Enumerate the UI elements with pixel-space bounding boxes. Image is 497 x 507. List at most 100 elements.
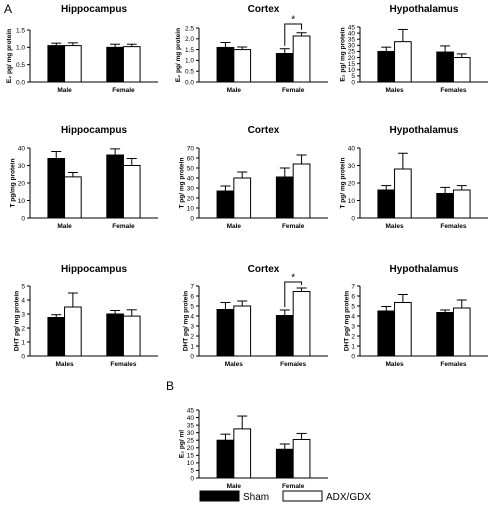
y-tick-label: 30 [348,163,356,170]
chart-title-cortex: Cortex [248,4,280,15]
y-tick-label: 0.0 [16,79,25,86]
y-tick-label: 20 [18,180,26,187]
bar-adx-gdx-males [64,306,82,357]
x-category-label: Male [57,223,72,230]
chart-title-hippocampus: Hippocampus [61,125,128,136]
chart-2: Cortex 0.0 0.5 1.0 1.5 2.0 2.5E₂ pg/ mg protei… [175,4,328,94]
bar-sham-females [436,193,454,219]
y-tick-label: 30 [187,430,195,437]
y-tick-label: 0 [190,475,194,482]
y-tick-label: 45 [348,24,356,31]
y-tick-label: 0.5 [185,69,194,76]
legend-swatch-adx-gdx [282,490,323,502]
bar-adx-gdx-male [64,176,82,219]
chart-title-cortex: Cortex [248,125,280,136]
x-category-label: Male [57,87,72,94]
y-tick-label: 40 [348,30,356,37]
y-tick-label: 6 [351,293,355,300]
y-tick-label: 6 [190,293,194,300]
y-tick-label: 0 [351,79,355,86]
y-axis-title: DHT pg/ mg protein [13,291,20,351]
y-axis-title: T pg/mg protein [10,158,17,207]
bar-adx-gdx-female [122,46,141,83]
legend: Sham ADX/GDX [199,490,371,503]
y-tick-label: 20 [348,55,356,62]
y-tick-label: 4 [190,313,194,320]
bar-adx-gdx-females [292,291,311,357]
x-category-label: Female [282,223,305,230]
y-tick-label: 25 [348,49,356,56]
x-category-label: Female [282,87,305,94]
y-tick-label: 60 [187,155,195,162]
bar-sham-male [47,45,66,83]
y-tick-label: 0 [190,353,194,360]
x-category-label: Female [112,87,135,94]
x-category-label: Females [110,361,136,368]
bar-sham-male [216,190,235,219]
y-tick-label: 10 [348,67,356,74]
bar-adx-gdx-males [394,41,412,83]
chart-title-hypothalamus: Hypothalamus [390,125,459,136]
y-axis-title: E₂ pg/ mg protein [340,27,347,81]
bar-adx-gdx-male [233,49,252,83]
bar-adx-gdx-female [292,35,311,83]
significance-bracket [284,23,303,46]
x-category-label: Male [227,483,242,490]
y-axis-title: T pg/ mg protein [179,158,186,209]
y-tick-label: 10 [187,205,195,212]
bar-sham-males [47,317,66,357]
bar-adx-gdx-male [233,428,252,479]
y-tick-label: 1.0 [16,45,25,52]
y-tick-label: 35 [187,422,195,429]
bar-sham-female [106,46,124,83]
y-axis-title: DHT pg/ mg protein [343,291,350,351]
legend-swatch-sham [199,490,240,502]
y-tick-label: 1 [190,343,194,350]
chart-1: Hippocampus 0.0 0.5 1.0 1.5E₂ pg/ mg protein… [6,4,158,94]
bar-adx-gdx-male [64,45,82,83]
y-tick-label: 2 [351,333,355,340]
y-tick-label: 15 [348,61,356,68]
legend-label-adx-gdx: ADX/GDX [326,492,371,503]
x-category-label: Males [386,87,404,94]
y-tick-label: 40 [187,415,195,422]
y-tick-label: 2 [21,325,25,332]
y-tick-label: 1 [21,339,25,346]
x-category-label: Male [227,223,242,230]
bar-sham-females [436,51,454,83]
y-tick-label: 5 [351,303,355,310]
y-tick-label: 3 [190,323,194,330]
y-tick-label: 0 [21,353,25,360]
bar-sham-females [106,313,124,357]
y-tick-label: 20 [187,445,195,452]
chart-title-cortex: Cortex [248,264,280,275]
y-tick-label: 5 [190,303,194,310]
y-tick-label: 1.0 [185,58,194,65]
bar-sham-males [377,50,396,83]
chart-6: Hypothalamus 0 10 20 30 40T pg/ mg protein Mal… [340,125,488,230]
x-category-label: Females [280,361,306,368]
y-tick-label: 30 [18,163,26,170]
y-tick-label: 5 [351,73,355,80]
y-tick-label: 20 [187,195,195,202]
y-tick-label: 20 [348,180,356,187]
legend-label-sham: Sham [243,492,269,503]
y-tick-label: 0.5 [16,62,25,69]
x-category-label: Females [440,361,466,368]
bar-sham-male [216,439,235,479]
bar-sham-males [377,310,396,357]
bar-sham-female [275,176,294,219]
bar-adx-gdx-females [452,307,471,357]
bar-adx-gdx-female [122,165,141,219]
y-tick-label: 25 [187,438,195,445]
y-tick-label: 40 [187,175,195,182]
y-tick-label: 50 [187,165,195,172]
x-category-label: Female [282,483,305,490]
y-tick-label: 0 [21,215,25,222]
bar-sham-female [275,448,294,479]
significance-star: * [291,15,295,26]
y-tick-label: 2.5 [185,25,194,32]
